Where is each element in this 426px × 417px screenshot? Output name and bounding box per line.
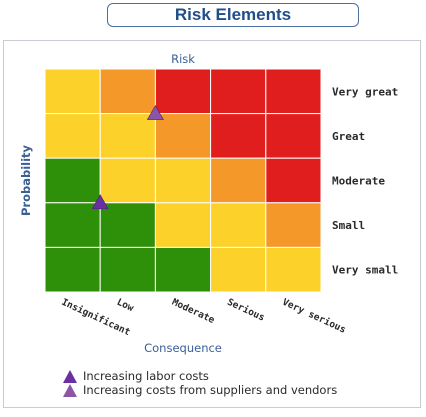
marker-0 <box>91 194 109 210</box>
cell-r4-c4 <box>265 246 322 293</box>
legend: Increasing labor costs Increasing costs … <box>63 369 337 397</box>
cell-r4-c3 <box>210 246 267 293</box>
y-tick-label: Very small <box>332 264 398 277</box>
cell-r1-c4 <box>265 113 322 159</box>
legend-marker-suppliers <box>63 383 77 397</box>
cell-r3-c4 <box>265 202 322 248</box>
cell-r0-c4 <box>265 68 322 115</box>
cell-r4-c1 <box>99 246 156 293</box>
x-tick-label: Very serious <box>281 297 348 336</box>
legend-label-labor: Increasing labor costs <box>83 369 209 383</box>
x-tick-label: Low <box>115 297 135 314</box>
cell-r1-c3 <box>210 113 267 159</box>
cell-r1-c1 <box>99 113 156 159</box>
cell-r4-c0 <box>44 246 101 293</box>
cell-r3-c2 <box>154 202 212 248</box>
y-tick-label: Very great <box>332 85 398 98</box>
cell-r2-c0 <box>44 157 101 204</box>
y-tick-label: Moderate <box>332 175 385 188</box>
x-axis-label: Consequence <box>144 341 222 355</box>
cell-r4-c2 <box>154 246 212 293</box>
cell-r2-c2 <box>154 157 212 204</box>
x-tick-label: Serious <box>225 297 266 324</box>
cell-r2-c1 <box>99 157 156 204</box>
y-tick-label: Small <box>332 219 365 232</box>
cell-r2-c4 <box>265 157 322 204</box>
cell-r0-c3 <box>210 68 267 115</box>
cell-r2-c3 <box>210 157 267 204</box>
cell-r3-c3 <box>210 202 267 248</box>
cell-r3-c1 <box>99 202 156 248</box>
legend-marker-labor <box>63 369 77 383</box>
cell-r0-c2 <box>154 68 212 115</box>
chart-title: Risk <box>171 52 195 66</box>
header-box: Risk Elements <box>107 3 359 27</box>
y-tick-label: Great <box>332 130 365 143</box>
cell-r1-c0 <box>44 113 101 159</box>
cell-r3-c0 <box>44 202 101 248</box>
header-title: Risk Elements <box>174 5 292 24</box>
cell-r0-c0 <box>44 68 101 115</box>
y-axis-label: Probability <box>19 144 33 216</box>
cell-r1-c2 <box>154 113 212 159</box>
legend-item-labor: Increasing labor costs <box>63 369 337 383</box>
legend-label-suppliers: Increasing costs from suppliers and vend… <box>83 383 338 397</box>
legend-item-suppliers: Increasing costs from suppliers and vend… <box>63 383 337 397</box>
marker-1 <box>146 104 164 120</box>
x-tick-label: Moderate <box>170 297 216 326</box>
cell-r0-c1 <box>99 68 156 115</box>
